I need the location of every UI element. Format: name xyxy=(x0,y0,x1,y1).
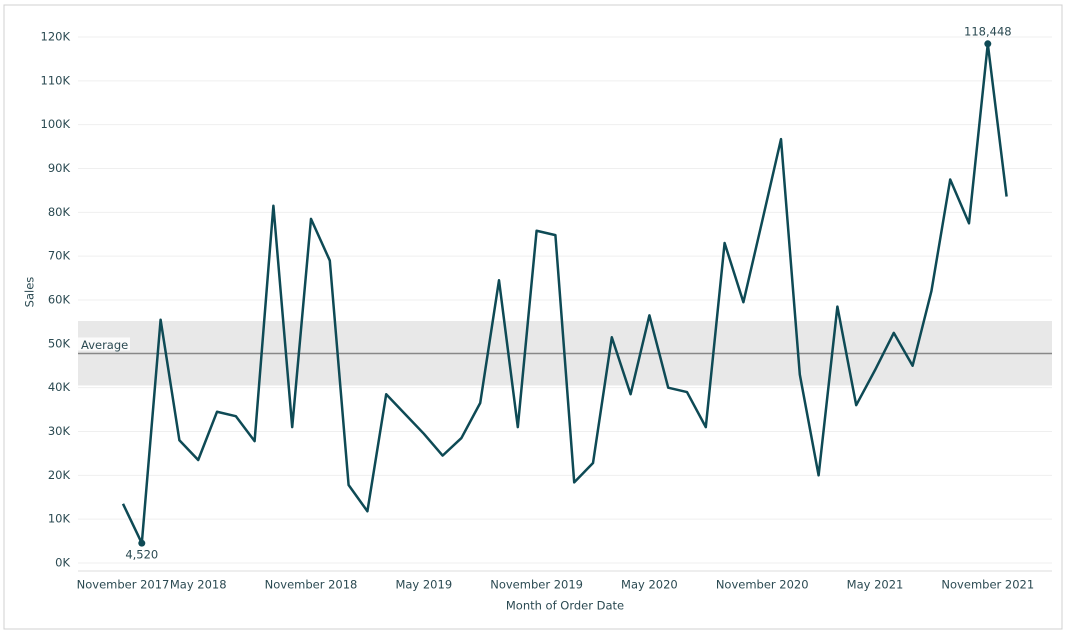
y-tick-label: 20K xyxy=(48,468,71,482)
y-axis-title: Sales xyxy=(23,277,37,308)
reference-label-bg xyxy=(78,337,130,351)
y-tick-label: 70K xyxy=(48,249,71,263)
value-label: 118,448 xyxy=(964,24,1012,38)
y-tick-label: 80K xyxy=(48,205,71,219)
y-tick-label: 10K xyxy=(48,512,71,526)
x-tick-label: May 2020 xyxy=(621,578,678,592)
y-tick-label: 50K xyxy=(48,336,71,350)
series-line xyxy=(121,42,1008,545)
y-tick-label: 90K xyxy=(48,161,71,175)
point xyxy=(984,40,992,48)
reference-label: Average xyxy=(81,338,128,352)
x-tick-label: November 2021 xyxy=(941,578,1034,592)
x-tick-label: November 2020 xyxy=(716,578,809,592)
y-tick-label: 100K xyxy=(41,117,71,131)
x-tick-label: November 2017 xyxy=(77,578,170,592)
y-tick-label: 0K xyxy=(55,556,70,570)
x-axis-title: Month of Order Date xyxy=(506,599,624,613)
y-tick-label: 110K xyxy=(41,73,71,87)
x-tick-label: May 2019 xyxy=(395,578,452,592)
y-tick-label: 30K xyxy=(48,424,71,438)
x-tick-label: May 2018 xyxy=(170,578,227,592)
x-tick-label: May 2021 xyxy=(847,578,904,592)
y-tick-label: 120K xyxy=(41,30,71,44)
x-tick-label: November 2018 xyxy=(265,578,358,592)
y-tick-label: 40K xyxy=(48,380,71,394)
y-tick-label: 60K xyxy=(48,293,71,307)
x-tick-label: November 2019 xyxy=(490,578,583,592)
point xyxy=(138,539,146,547)
chart-frame xyxy=(3,4,1063,630)
value-label: 4,520 xyxy=(125,548,158,562)
